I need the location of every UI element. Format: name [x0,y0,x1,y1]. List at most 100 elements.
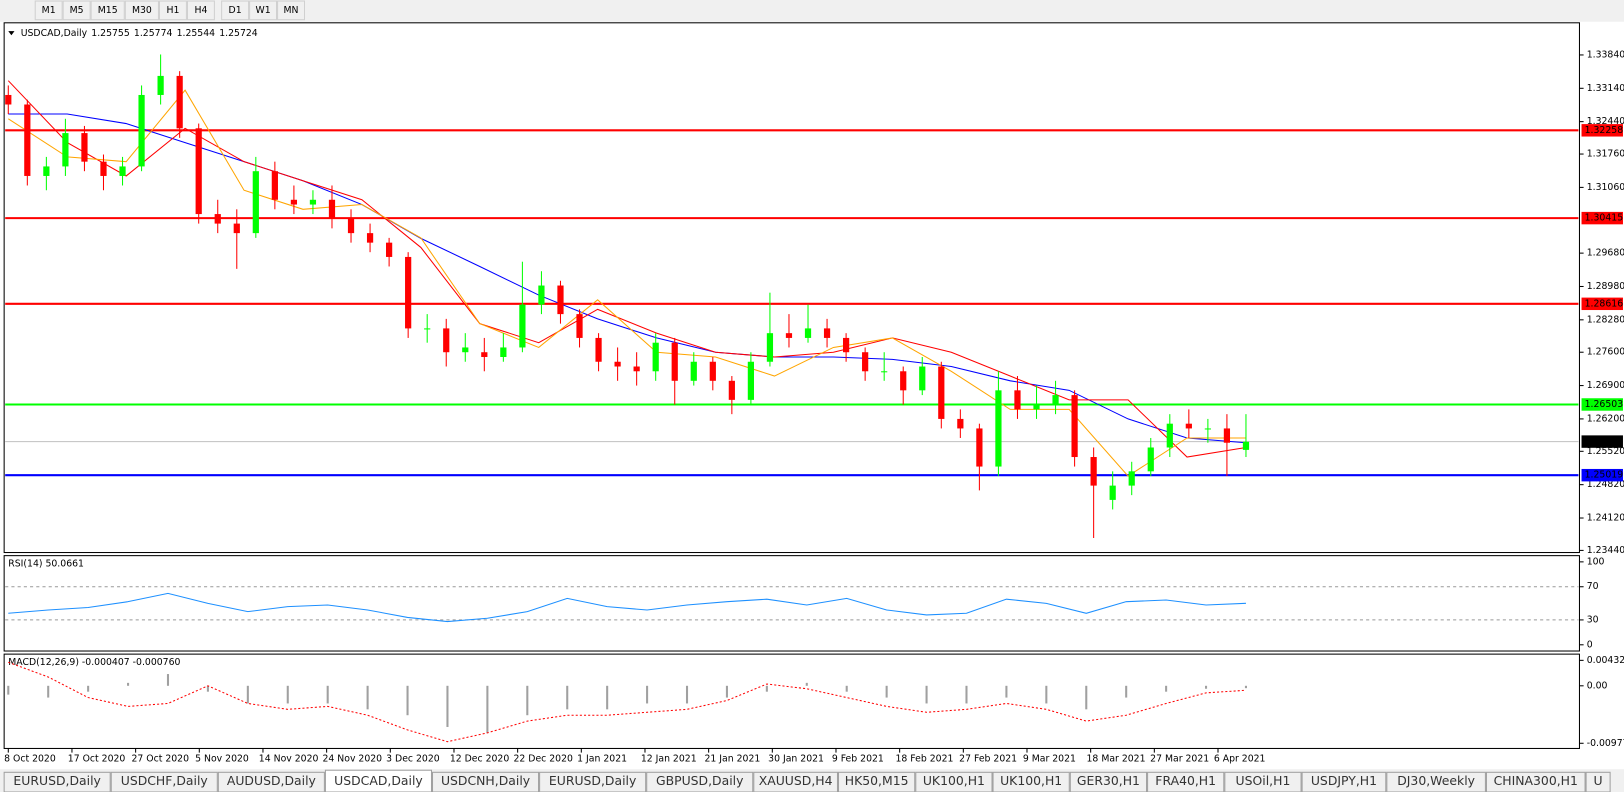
timeframe-label[interactable]: M15 [98,5,118,16]
tab[interactable]: USDCHF,Daily [110,771,218,792]
tab[interactable]: USOil,H1 [1224,771,1302,792]
tab-label[interactable]: UK100,H1 [1000,773,1062,788]
candle-body [995,390,1002,467]
tab-background[interactable] [3,771,111,792]
tab[interactable]: FRA40,H1 [1147,771,1225,792]
tab[interactable]: USDJPY,H1 [1301,771,1387,792]
y-tick-label: 1.26200 [1587,413,1624,424]
tab[interactable]: CHINA300,H1 [1485,771,1586,792]
candle-body [976,428,983,467]
x-tick-label: 5 Nov 2020 [195,753,249,764]
toolbar [0,0,1624,22]
timeframe-label[interactable]: MN [284,5,299,16]
timeframe-button[interactable] [34,0,63,21]
tab-background[interactable] [1069,771,1148,792]
tab-background[interactable] [837,771,916,792]
timeframe-label[interactable]: M5 [70,5,84,16]
timeframe-label[interactable]: M30 [132,5,152,16]
tab-background[interactable] [217,771,325,792]
candle-body [728,380,735,400]
tab-label[interactable]: AUDUSD,Daily [227,773,316,788]
y-tick-label: 70 [1587,581,1599,592]
tab-background[interactable] [539,771,647,792]
tab-label[interactable]: FRA40,H1 [1155,773,1216,788]
tab-background[interactable] [1301,771,1387,792]
tab-label[interactable]: USDCNH,Daily [441,773,530,788]
y-tick-label: -0.00977 [1587,738,1624,749]
timeframe-button[interactable] [124,0,159,21]
tab[interactable]: USDCAD,Daily [324,769,432,792]
tab[interactable]: HK50,M15 [837,771,916,792]
candle-body [233,223,240,234]
tab[interactable]: XAUUSD,H4 [753,771,838,792]
tab-label[interactable]: U [1594,773,1603,788]
tab-background[interactable] [110,771,218,792]
tab-label[interactable]: XAUUSD,H4 [759,773,833,788]
timeframe-button[interactable] [221,0,250,21]
candle-body [671,342,678,381]
timeframe-label[interactable]: W1 [256,5,271,16]
chart-header: USDCAD,Daily 1.25755 1.25774 1.25544 1.25724 [21,28,258,39]
tab-label[interactable]: USDCAD,Daily [334,773,423,788]
tab[interactable]: EURUSD,Daily [539,771,647,792]
timeframe-button[interactable] [158,0,187,21]
tab[interactable]: USDCNH,Daily [431,771,540,792]
tab-background[interactable] [915,771,993,792]
timeframe-label[interactable]: M1 [42,5,56,16]
timeframe-button[interactable] [186,0,215,21]
candle-body [1128,471,1135,486]
tab-label[interactable]: EURUSD,Daily [549,773,636,788]
candle-body [462,347,469,353]
tab-background[interactable] [753,771,838,792]
candle-body [157,75,164,95]
candle-body [443,328,450,353]
tab-label[interactable]: USDCHF,Daily [121,773,208,788]
tab-label[interactable]: EURUSD,Daily [13,773,100,788]
candle-body [938,366,945,419]
x-tick-label: 22 Dec 2020 [513,753,573,764]
tab[interactable]: EURUSD,Daily [3,771,111,792]
timeframe-label[interactable]: D1 [229,5,242,16]
tab[interactable]: U [1585,771,1611,792]
tab[interactable]: GBPUSD,Daily [646,771,754,792]
tab[interactable]: DJ30,Weekly [1386,771,1486,792]
candle-body [862,352,869,372]
tab[interactable]: UK100,H1 [915,771,993,792]
tab-background[interactable] [431,771,540,792]
y-tick-label: 1.32440 [1587,116,1624,127]
tab[interactable]: UK100,H1 [992,771,1070,792]
timeframe-button[interactable] [249,0,278,21]
tab-label[interactable]: USDJPY,H1 [1311,773,1377,788]
tab-label[interactable]: GER30,H1 [1077,773,1140,788]
tab-background[interactable] [324,769,432,792]
candle-body [138,94,145,167]
tab-label[interactable]: USOil,H1 [1236,773,1291,788]
tab-background[interactable] [1147,771,1225,792]
header-value: 1.25774 [134,28,173,39]
tab-label[interactable]: GBPUSD,Daily [656,773,744,788]
tab-background[interactable] [1585,771,1611,792]
level-label: 1.30415 [1585,213,1624,224]
tab-label[interactable]: UK100,H1 [923,773,985,788]
timeframe-label[interactable]: H1 [166,5,179,16]
tab-background[interactable] [646,771,754,792]
level-label-box [1581,297,1623,311]
tab-label[interactable]: DJ30,Weekly [1397,773,1475,788]
tab[interactable]: AUDUSD,Daily [217,771,325,792]
tab-background[interactable] [1224,771,1302,792]
candle-body [785,333,793,338]
timeframe-label[interactable]: H4 [194,5,207,16]
timeframe-button[interactable] [90,0,125,21]
y-tick-label: 0.00 [1587,680,1608,691]
x-tick-label: 6 Apr 2021 [1214,753,1266,764]
tab-label[interactable]: HK50,M15 [845,773,909,788]
tab-background[interactable] [1386,771,1486,792]
tab-background[interactable] [992,771,1070,792]
level-label: 1.26503 [1585,399,1624,410]
tab[interactable]: GER30,H1 [1069,771,1148,792]
tab-background[interactable] [1485,771,1586,792]
timeframe-button[interactable] [62,0,91,21]
header-value: 1.25544 [177,28,216,39]
timeframe-button[interactable] [277,0,306,21]
tab-label[interactable]: CHINA300,H1 [1494,773,1578,788]
